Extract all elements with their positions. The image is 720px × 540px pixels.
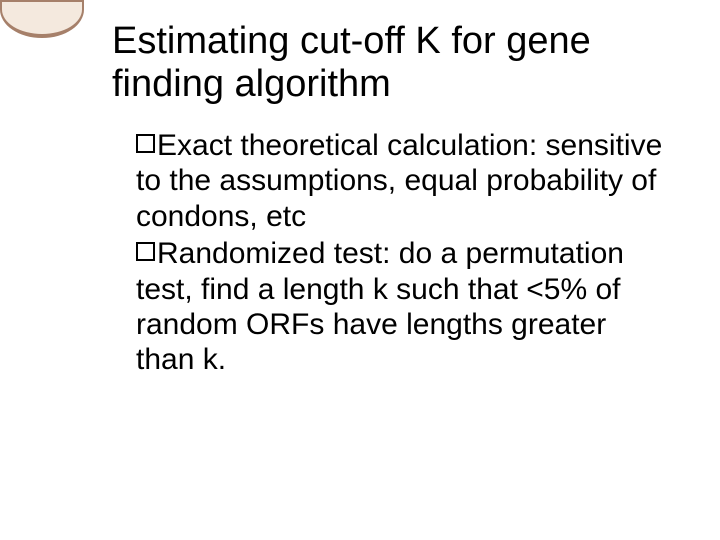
- corner-decoration: [0, 0, 84, 40]
- bullet-item: Exact theoretical calculation: sensitive…: [136, 128, 664, 234]
- square-bullet-icon: [136, 134, 155, 153]
- slide: Estimating cut-off K for gene finding al…: [0, 0, 720, 540]
- bullet-lead-word: Exact: [157, 129, 232, 162]
- slide-body: Exact theoretical calculation: sensitive…: [136, 128, 664, 380]
- corner-arc: [0, 0, 84, 38]
- bullet-item: Randomized test: do a permutation test, …: [136, 236, 664, 378]
- slide-title: Estimating cut-off K for gene finding al…: [112, 20, 672, 105]
- square-bullet-icon: [136, 242, 155, 261]
- bullet-lead-word: Randomized: [157, 237, 325, 270]
